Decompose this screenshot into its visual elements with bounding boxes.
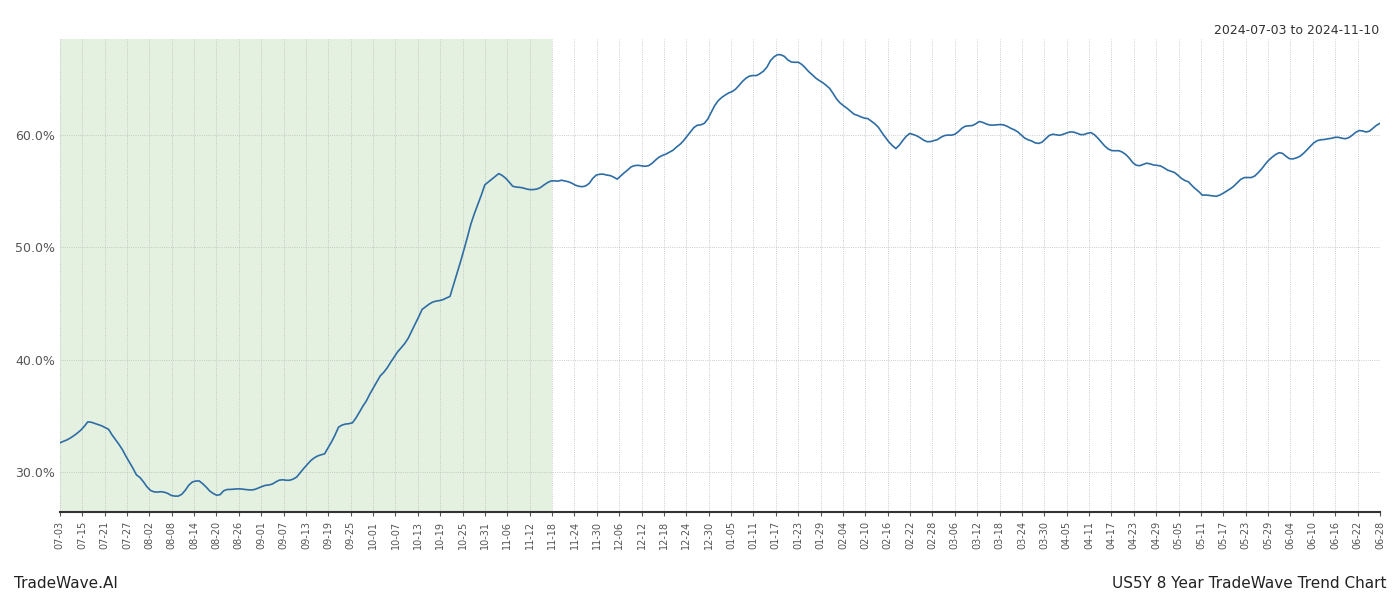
Bar [60, 39, 552, 512]
Text: 2024-07-03 to 2024-11-10: 2024-07-03 to 2024-11-10 [1214, 24, 1379, 37]
Text: TradeWave.AI: TradeWave.AI [14, 576, 118, 591]
Text: US5Y 8 Year TradeWave Trend Chart: US5Y 8 Year TradeWave Trend Chart [1112, 576, 1386, 591]
